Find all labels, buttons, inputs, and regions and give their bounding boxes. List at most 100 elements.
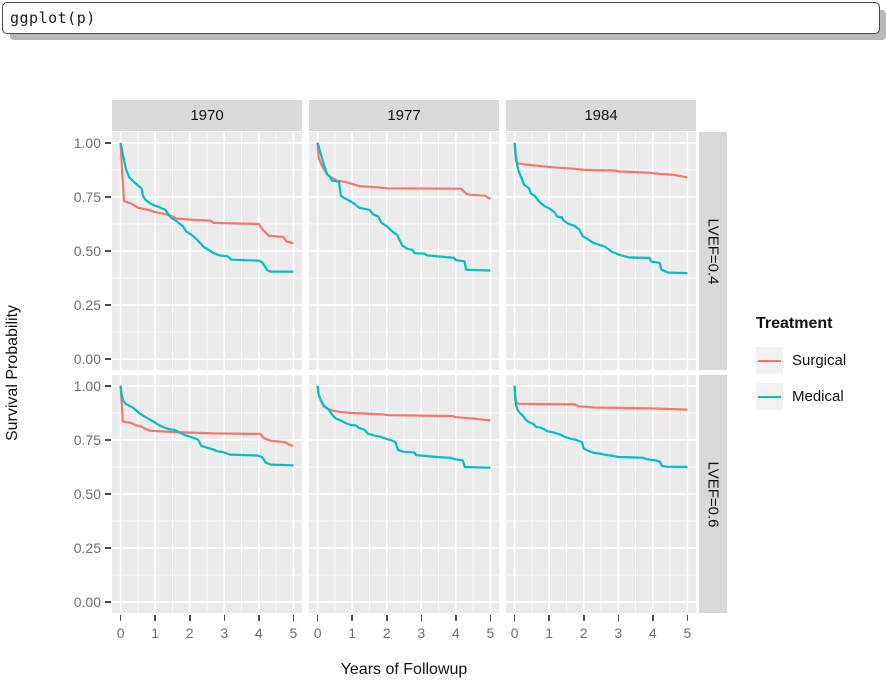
y-axis-tick-label: 1.00 bbox=[73, 377, 101, 394]
code-block: ggplot(p) bbox=[2, 2, 880, 34]
facet-panel-1970-lvef-0-4 bbox=[112, 132, 302, 370]
facet-strip-label: LVEF=0.4 bbox=[704, 217, 722, 285]
facet-strip-1977: 1977 bbox=[309, 100, 499, 131]
y-axis-tick bbox=[105, 439, 111, 441]
x-axis-tick bbox=[386, 615, 388, 621]
panel-canvas bbox=[309, 132, 499, 370]
panel-canvas bbox=[506, 132, 696, 370]
x-axis-tick bbox=[154, 615, 156, 621]
panel-canvas bbox=[506, 375, 696, 613]
facet-strip-lvef-04: LVEF=0.4 bbox=[699, 132, 727, 370]
surgical-survival-curve bbox=[119, 385, 294, 447]
x-axis-tick bbox=[420, 615, 422, 621]
facet-strip-1984: 1984 bbox=[506, 100, 696, 131]
x-axis-tick-label: 3 bbox=[220, 625, 229, 641]
x-axis-tick-label: 4 bbox=[648, 625, 657, 641]
x-axis-tick bbox=[316, 615, 319, 621]
facet-panel-1970-lvef-0-6 bbox=[112, 375, 302, 613]
x-axis-tick bbox=[489, 615, 492, 621]
x-axis-tick bbox=[189, 615, 191, 621]
x-axis-tick-label: 5 bbox=[683, 625, 692, 641]
y-axis-tick-label: 0.25 bbox=[73, 297, 101, 314]
legend-label: Medical bbox=[792, 388, 844, 405]
x-axis-tick-label: 2 bbox=[579, 625, 588, 641]
x-axis-tick bbox=[513, 615, 516, 621]
y-axis-tick-label: 0.00 bbox=[73, 351, 101, 368]
medical-survival-curve bbox=[513, 385, 688, 469]
x-axis-tick bbox=[583, 615, 585, 621]
medical-survival-curve bbox=[119, 385, 294, 467]
y-axis-tick-label: 0.25 bbox=[73, 540, 101, 557]
x-axis-tick-label: 1 bbox=[151, 625, 160, 641]
legend-item-surgical: Surgical bbox=[756, 347, 846, 374]
legend-item-medical: Medical bbox=[756, 383, 846, 410]
panel-canvas bbox=[112, 132, 302, 370]
y-axis-tick bbox=[105, 250, 111, 252]
facet-panel-1977-lvef-0-4 bbox=[309, 132, 499, 370]
x-axis-tick-label: 0 bbox=[510, 625, 519, 641]
x-axis-tick-label: 0 bbox=[313, 625, 322, 641]
x-axis-tick bbox=[686, 615, 689, 621]
panel-canvas bbox=[309, 375, 499, 613]
facet-strip-lvef-06: LVEF=0.6 bbox=[699, 375, 727, 613]
y-axis-tick bbox=[105, 547, 111, 549]
x-axis-tick-label: 1 bbox=[545, 625, 554, 641]
medical-line-swatch-icon bbox=[758, 395, 781, 398]
y-axis-tick bbox=[105, 601, 111, 603]
x-axis-tick-label: 4 bbox=[451, 625, 460, 641]
x-axis-tick bbox=[351, 615, 353, 621]
y-axis-tick bbox=[105, 385, 111, 387]
legend-key-medical bbox=[756, 383, 783, 410]
facet-panel-1984-lvef-0-6 bbox=[506, 375, 696, 613]
facet-strip-label: 1970 bbox=[190, 107, 224, 124]
y-axis-tick-label: 0.50 bbox=[73, 486, 101, 502]
facet-strip-1970: 1970 bbox=[112, 100, 302, 131]
x-axis-tick bbox=[617, 615, 619, 621]
x-axis-tick-label: 4 bbox=[254, 625, 263, 641]
legend: Treatment Surgical Medical bbox=[756, 315, 846, 419]
x-axis-tick bbox=[652, 615, 654, 621]
x-axis-tick bbox=[292, 615, 295, 621]
facet-panel-1984-lvef-0-4 bbox=[506, 132, 696, 370]
y-axis-tick bbox=[105, 142, 111, 144]
surgical-line-swatch-icon bbox=[758, 359, 781, 362]
y-axis-tick-label: 0.00 bbox=[73, 594, 101, 611]
y-axis-tick bbox=[105, 304, 111, 306]
medical-survival-curve bbox=[513, 142, 688, 275]
y-axis-tick bbox=[105, 358, 111, 360]
y-axis-tick-label: 0.50 bbox=[73, 243, 101, 259]
y-axis-title: Survival Probability bbox=[4, 304, 21, 442]
surgical-survival-curve bbox=[119, 142, 294, 245]
facet-panel-1977-lvef-0-6 bbox=[309, 375, 499, 613]
x-axis-tick bbox=[258, 615, 260, 621]
x-axis-tick-label: 0 bbox=[116, 625, 125, 641]
x-axis-tick-label: 5 bbox=[289, 625, 298, 641]
panel-canvas bbox=[112, 375, 302, 613]
legend-label: Surgical bbox=[792, 352, 847, 369]
x-axis-tick bbox=[455, 615, 457, 621]
x-axis-tick-label: 2 bbox=[185, 625, 194, 641]
x-axis-tick bbox=[223, 615, 225, 621]
facet-strip-label: LVEF=0.6 bbox=[704, 460, 722, 528]
y-axis-tick-label: 0.75 bbox=[73, 431, 101, 448]
x-axis-tick-label: 3 bbox=[614, 625, 623, 641]
x-axis-tick-label: 5 bbox=[486, 625, 495, 641]
surgical-survival-curve bbox=[513, 142, 688, 179]
x-axis-tick-label: 3 bbox=[417, 625, 426, 641]
legend-title: Treatment bbox=[756, 315, 833, 332]
code-text: ggplot(p) bbox=[10, 9, 96, 27]
facet-strip-label: 1977 bbox=[387, 107, 421, 124]
medical-survival-curve bbox=[316, 142, 491, 272]
facet-strip-label: 1984 bbox=[584, 107, 618, 124]
legend-key-surgical bbox=[756, 347, 783, 374]
x-axis-tick-label: 1 bbox=[348, 625, 357, 641]
medical-survival-curve bbox=[119, 142, 294, 273]
y-axis-tick-label: 0.75 bbox=[73, 188, 101, 205]
x-axis-tick bbox=[119, 615, 122, 621]
y-axis-tick bbox=[105, 196, 111, 198]
y-axis-tick bbox=[105, 493, 111, 495]
medical-survival-curve bbox=[316, 385, 491, 469]
x-axis-tick bbox=[548, 615, 550, 621]
y-axis-tick-label: 1.00 bbox=[73, 134, 101, 151]
x-axis-tick-label: 2 bbox=[382, 625, 391, 641]
